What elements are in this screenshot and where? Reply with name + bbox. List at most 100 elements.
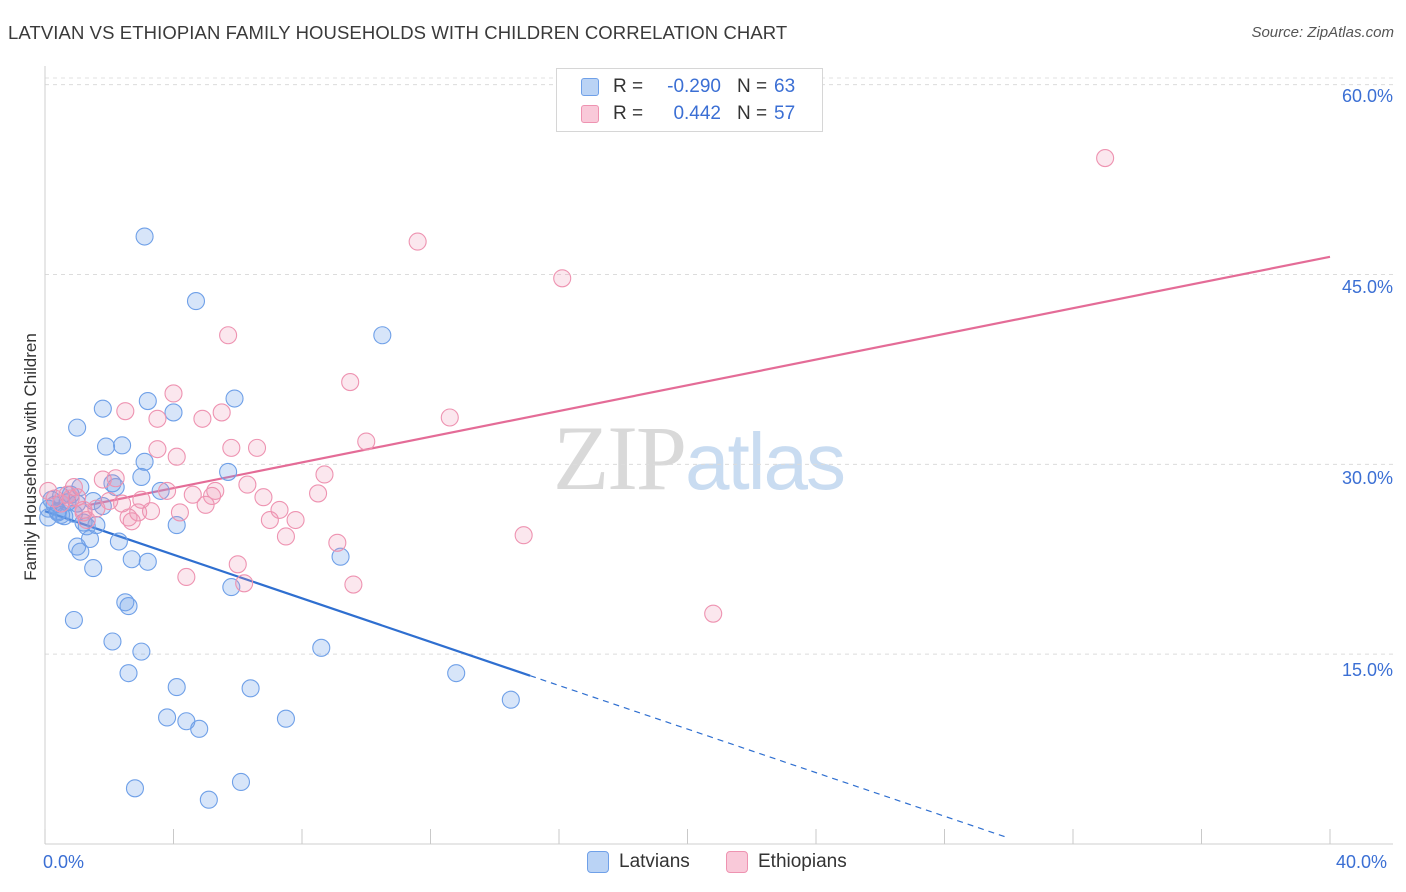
- data-point-ethiopians: [222, 438, 241, 457]
- data-point-latvians: [113, 436, 132, 455]
- chart-title: LATVIAN VS ETHIOPIAN FAMILY HOUSEHOLDS W…: [8, 22, 788, 43]
- data-point-latvians: [116, 593, 135, 612]
- legend-r-value: -0.290: [667, 76, 721, 97]
- data-point-ethiopians: [158, 481, 177, 500]
- y-tick-label: 45.0%: [1341, 277, 1393, 297]
- data-point-ethiopians: [286, 510, 305, 530]
- data-point-latvians: [158, 708, 177, 727]
- data-point-latvians: [84, 559, 103, 578]
- data-point-latvians: [119, 664, 138, 683]
- data-point-ethiopians: [64, 478, 83, 497]
- data-point-latvians: [225, 389, 244, 408]
- data-point-ethiopians: [270, 500, 289, 519]
- legend-n-value: 63: [774, 76, 796, 97]
- data-point-ethiopians: [106, 469, 125, 488]
- data-point-latvians: [241, 679, 260, 698]
- legend-r-label: R =: [613, 103, 644, 124]
- data-point-ethiopians: [141, 502, 161, 521]
- data-point-ethiopians: [183, 485, 202, 504]
- data-point-ethiopians: [52, 494, 71, 513]
- data-point-ethiopians: [193, 409, 212, 428]
- data-point-latvians: [103, 632, 122, 651]
- data-point-latvians: [373, 326, 392, 345]
- data-point-ethiopians: [254, 488, 273, 507]
- data-point-ethiopians: [129, 503, 148, 522]
- legend-swatch-latvians: [581, 78, 599, 96]
- data-point-latvians: [122, 550, 141, 569]
- data-point-ethiopians: [315, 465, 334, 484]
- data-point-latvians: [447, 664, 466, 683]
- y-tick-label: 60.0%: [1341, 86, 1393, 106]
- data-point-ethiopians: [122, 512, 141, 531]
- data-point-ethiopians: [219, 326, 238, 345]
- data-point-ethiopians: [39, 481, 58, 500]
- data-point-ethiopians: [206, 481, 225, 500]
- data-point-latvians: [93, 399, 112, 418]
- series-swatch-latvians: [587, 851, 609, 873]
- data-point-ethiopians: [170, 503, 189, 522]
- data-point-ethiopians: [514, 526, 533, 545]
- trend-line-ethiopians: [89, 255, 1331, 506]
- data-point-ethiopians: [167, 447, 186, 466]
- watermark: ZIPatlas: [553, 405, 846, 511]
- series-label-ethiopians: Ethiopians: [758, 851, 847, 872]
- y-tick-label: 15.0%: [1341, 660, 1393, 680]
- data-point-ethiopians: [74, 500, 93, 519]
- data-point-ethiopians: [247, 438, 267, 457]
- data-point-ethiopians: [408, 232, 427, 251]
- series-swatch-ethiopians: [726, 851, 748, 873]
- data-point-ethiopians: [344, 575, 363, 594]
- source-credit: Source: ZipAtlas.com: [1251, 24, 1394, 41]
- legend-n-label: N =: [737, 103, 768, 124]
- series-legend-latvians: Latvians: [587, 851, 690, 873]
- data-point-latvians: [167, 678, 186, 697]
- legend-row-latvians: R = -0.290 N = 63: [581, 75, 795, 99]
- data-point-latvians: [276, 709, 295, 728]
- legend-swatch-ethiopians: [581, 105, 599, 123]
- data-point-ethiopians: [235, 574, 254, 593]
- trend-line-solid: [44, 510, 531, 677]
- data-point-ethiopians: [276, 527, 295, 546]
- data-point-ethiopians: [440, 408, 459, 427]
- data-point-latvians: [186, 292, 206, 311]
- data-point-ethiopians: [203, 486, 222, 506]
- data-point-ethiopians: [328, 533, 347, 552]
- watermark-zip: ZIP: [553, 407, 687, 509]
- data-point-latvians: [109, 532, 128, 551]
- data-point-latvians: [68, 537, 87, 556]
- data-point-latvians: [312, 638, 331, 657]
- data-point-ethiopians: [148, 440, 167, 459]
- data-point-ethiopians: [704, 604, 723, 623]
- legend-r-label: R =: [613, 76, 644, 97]
- data-point-ethiopians: [148, 409, 167, 428]
- legend-r-value: 0.442: [673, 103, 721, 124]
- series-legend-ethiopians: Ethiopians: [726, 851, 847, 873]
- data-point-latvians: [231, 772, 251, 792]
- y-tick-label: 30.0%: [1341, 468, 1393, 488]
- legend-n-label: N =: [737, 76, 768, 97]
- x-tick-label: 40.0%: [1336, 852, 1388, 872]
- data-point-latvians: [125, 779, 144, 798]
- data-point-ethiopians: [61, 489, 80, 508]
- data-point-ethiopians: [228, 555, 247, 574]
- data-point-latvians: [64, 610, 83, 630]
- gridlines: [45, 77, 1393, 655]
- data-point-ethiopians: [553, 269, 572, 288]
- data-point-ethiopians: [1096, 149, 1115, 168]
- data-point-latvians: [96, 437, 116, 456]
- data-point-ethiopians: [164, 384, 183, 403]
- data-point-latvians: [164, 403, 183, 422]
- data-point-latvians: [151, 481, 170, 500]
- data-point-ethiopians: [116, 402, 135, 421]
- points-ethiopians: [39, 149, 1115, 623]
- data-point-latvians: [219, 462, 238, 481]
- legend-n-value: 57: [774, 103, 796, 124]
- data-point-latvians: [71, 542, 90, 561]
- data-point-ethiopians: [93, 470, 112, 489]
- data-point-latvians: [331, 547, 350, 566]
- x-tick-label: 0.0%: [43, 852, 85, 872]
- data-point-latvians: [132, 467, 151, 487]
- trend-line-solid: [89, 255, 1331, 506]
- data-point-latvians: [135, 227, 154, 246]
